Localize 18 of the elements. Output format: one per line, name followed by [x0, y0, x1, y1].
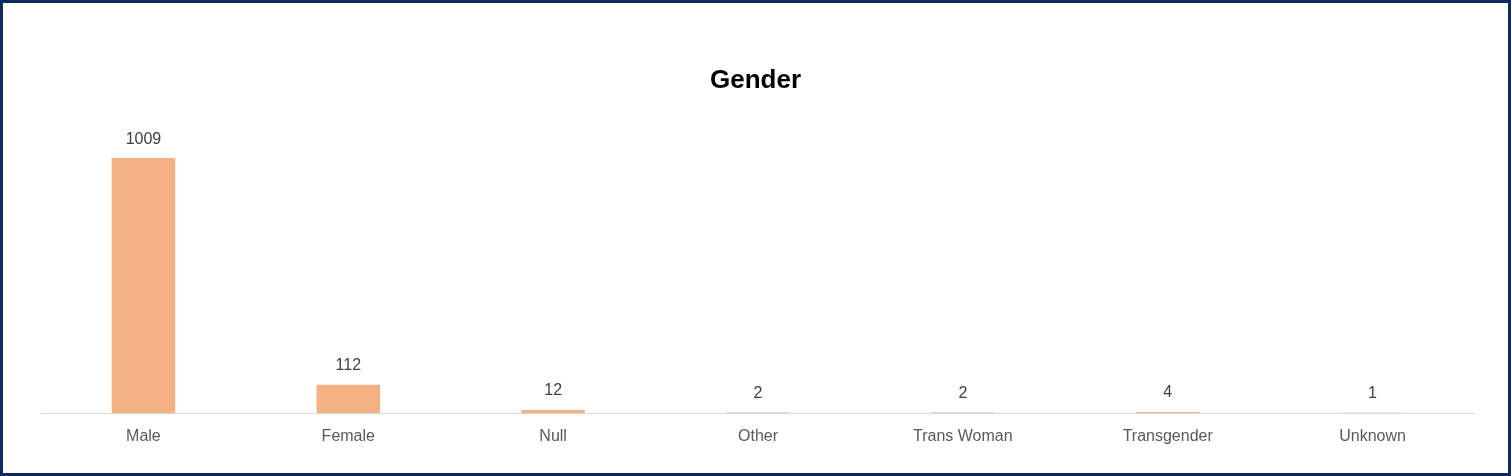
x-tick-label: Transgender: [1122, 426, 1214, 444]
bar: [521, 409, 585, 413]
chart-title: Gender: [709, 64, 802, 94]
x-tick-label: Trans Woman: [913, 426, 1013, 444]
x-tick-label: Other: [737, 426, 779, 444]
data-label: 112: [335, 356, 362, 374]
x-tick-label: Female: [321, 426, 376, 444]
x-tick-label: Male: [126, 426, 161, 444]
data-label: 1: [1368, 384, 1378, 402]
data-label: 12: [544, 381, 563, 399]
data-label: 2: [958, 383, 968, 401]
x-tick-label: Null: [539, 426, 567, 444]
data-label: 1009: [125, 129, 162, 147]
bar: [111, 158, 176, 413]
data-label: 4: [1163, 383, 1173, 401]
bar: [316, 384, 381, 413]
data-label: 2: [753, 383, 763, 401]
x-tick-label: Unknown: [1339, 426, 1406, 444]
